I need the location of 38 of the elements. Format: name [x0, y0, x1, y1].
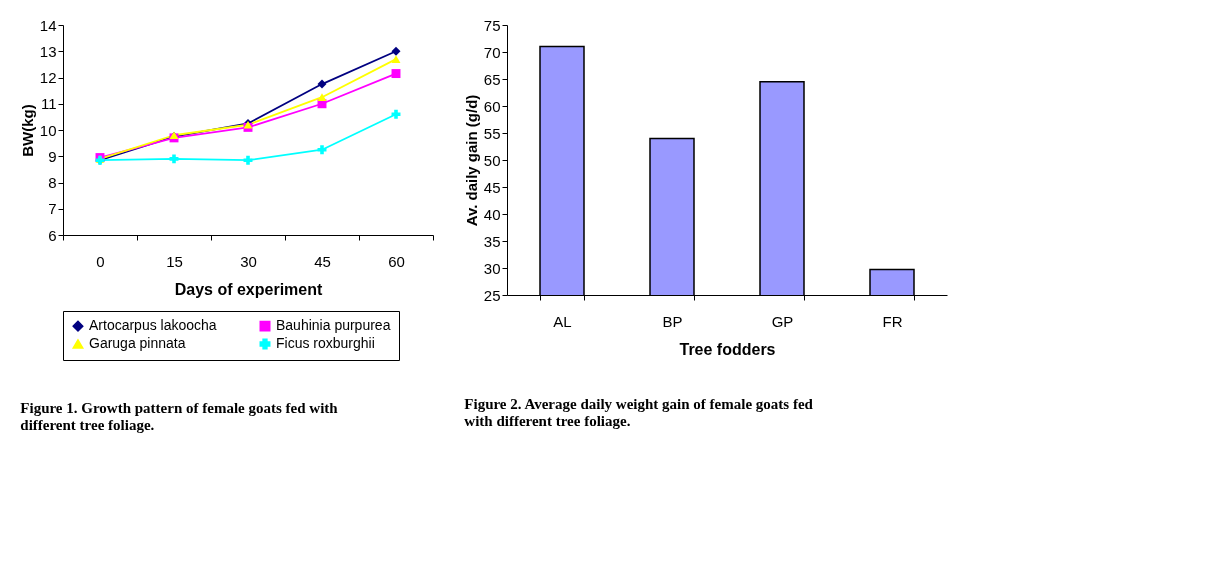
- y-tick-label: 55: [483, 124, 501, 142]
- y-tick-label: 25: [483, 286, 501, 304]
- y-tick-label: 65: [483, 70, 501, 88]
- y-tick-label: 50: [483, 151, 501, 169]
- caption: Figure 2. Average daily weight gain of female goats fed with different tree foliage.: [464, 396, 814, 429]
- caption: Figure 1. Growth pattern of female goats fed with different tree foliage.: [20, 399, 339, 433]
- y-tick-label: 9: [48, 147, 57, 165]
- x-tick-label: 60: [388, 252, 405, 270]
- x-tick-label: BP: [662, 312, 683, 330]
- y-tick-label: 13: [39, 42, 57, 60]
- x-axis-title: Tree fodders: [679, 340, 776, 358]
- y-tick-label: 10: [39, 121, 57, 139]
- y-tick-label: 11: [40, 95, 57, 113]
- legend-label: Bauhinia purpurea: [276, 317, 391, 334]
- y-tick-label: 35: [483, 232, 501, 250]
- y-tick-label: 7: [48, 200, 57, 218]
- y-tick-label: 8: [48, 174, 57, 191]
- x-tick-label: 0: [96, 252, 105, 270]
- y-tick-label: 60: [483, 97, 501, 115]
- y-tick-label: 12: [39, 69, 57, 86]
- x-tick-label: AL: [553, 312, 572, 330]
- x-tick-label: 45: [314, 252, 331, 270]
- legend-label: Artocarpus lakoocha: [89, 317, 217, 334]
- y-axis-title: BW(kg): [18, 104, 36, 157]
- y-tick-label: 75: [483, 16, 501, 34]
- y-tick-label: 40: [483, 205, 501, 223]
- y-tick-label: 45: [483, 178, 501, 196]
- y-axis-title: Av. daily gain (g/d): [462, 94, 480, 227]
- x-axis-title: Days of experiment: [174, 280, 323, 298]
- legend-label: Garuga pinnata: [89, 335, 186, 351]
- x-tick-label: 15: [166, 252, 183, 270]
- x-tick-label: FR: [882, 312, 903, 330]
- legend-label: Ficus roxburghii: [276, 335, 375, 351]
- x-tick-label: GP: [771, 312, 794, 330]
- y-tick-label: 6: [48, 226, 57, 244]
- x-tick-label: 30: [240, 252, 257, 270]
- y-tick-label: 70: [483, 43, 501, 61]
- y-tick-label: 14: [39, 16, 57, 34]
